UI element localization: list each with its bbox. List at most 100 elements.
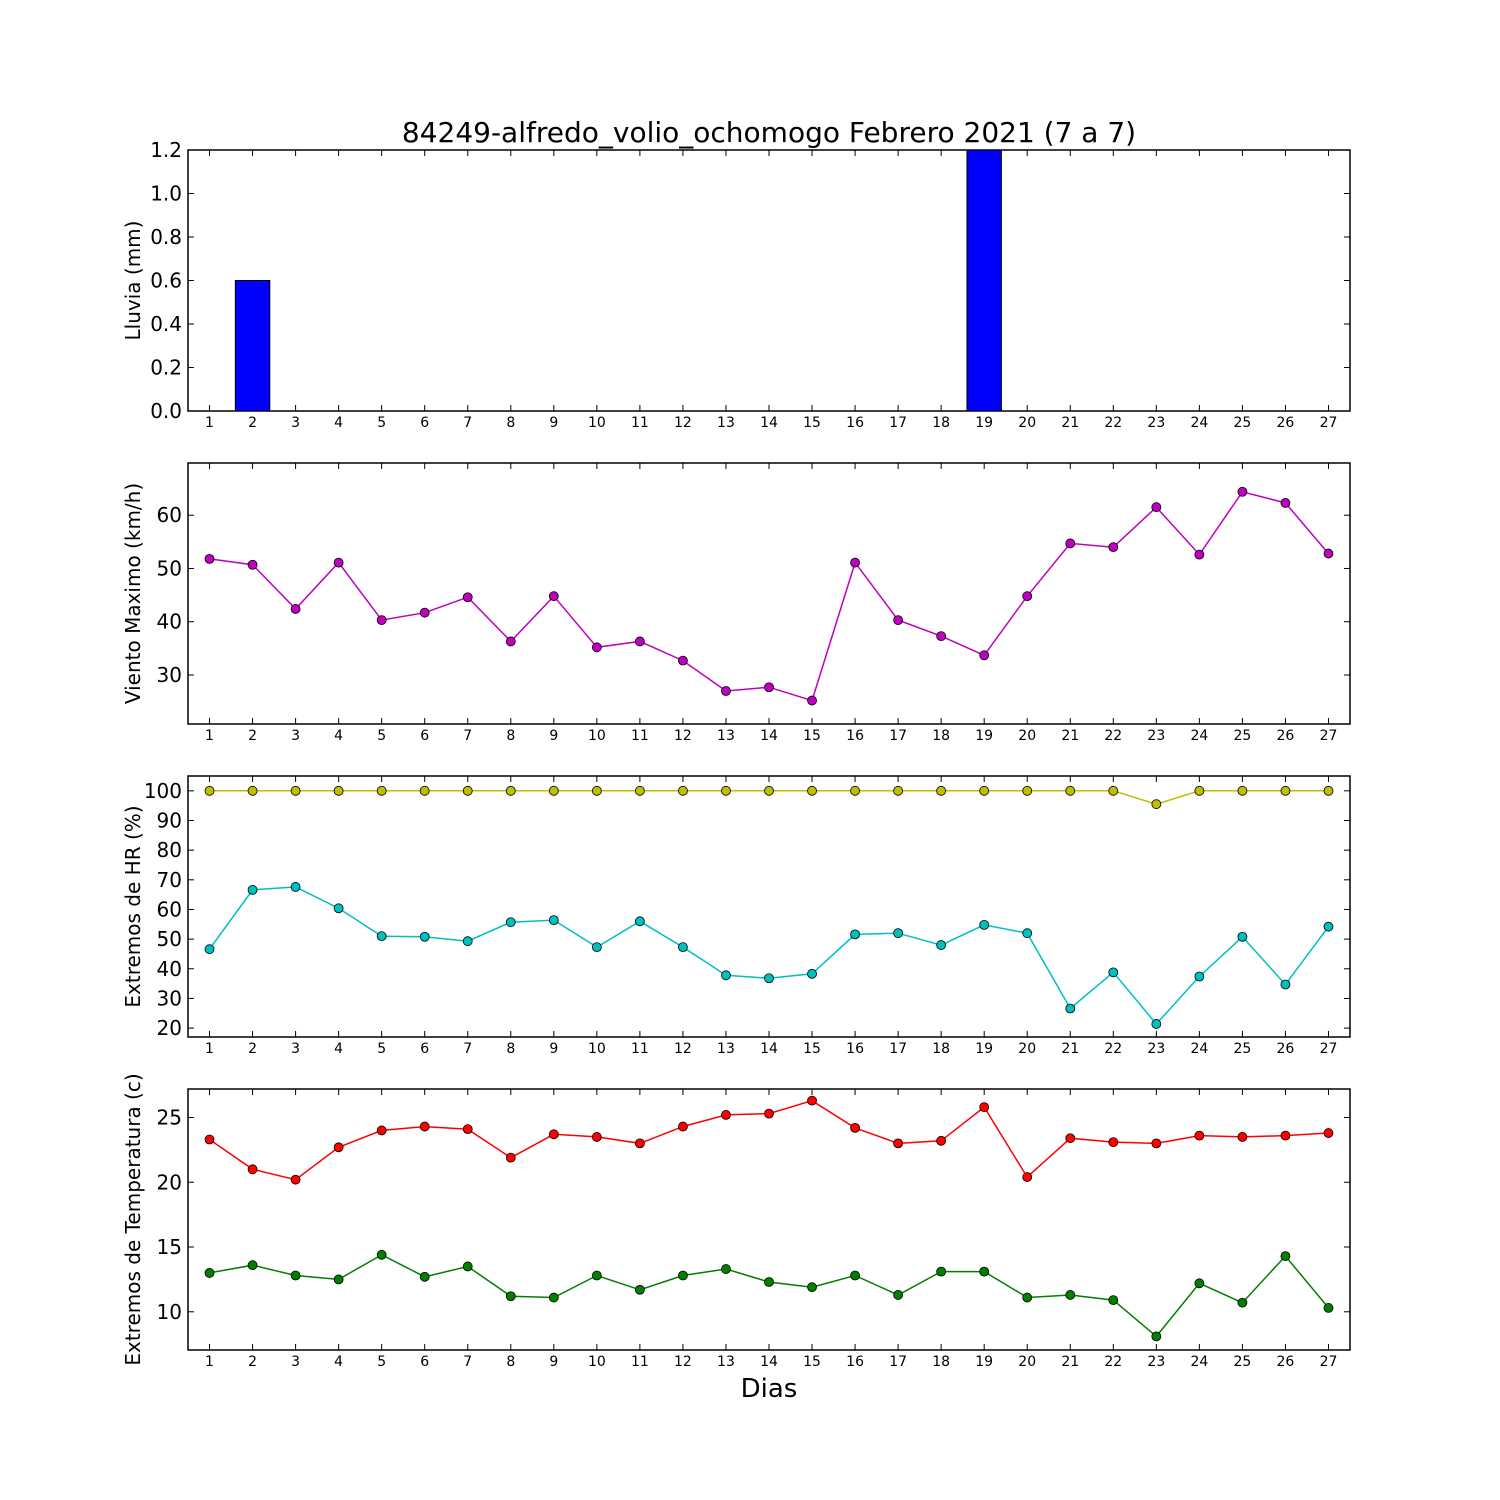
x-tick-label: 21 — [1061, 728, 1079, 744]
x-tick-label: 1 — [205, 1354, 214, 1370]
chart-panels: 0.00.20.40.60.81.01.21 2 3 4 5 6 7 8 9 10 11 12 13 14… — [121, 138, 1351, 1370]
data-point — [505, 785, 516, 796]
x-tick-label: 25 — [1233, 1041, 1251, 1057]
x-tick-label: 6 — [420, 728, 429, 744]
data-point — [634, 916, 645, 927]
y-tick-label: 30 — [157, 663, 182, 687]
data-point — [1022, 928, 1033, 939]
x-tick-label: 27 — [1320, 415, 1338, 431]
x-tick-label: 17 — [889, 415, 907, 431]
series-group — [204, 486, 1334, 706]
data-point — [850, 1270, 860, 1281]
data-point — [1151, 1138, 1162, 1149]
series-group — [204, 1095, 1334, 1342]
data-point — [462, 936, 473, 947]
data-point — [1237, 1132, 1248, 1142]
y-tick-label: 50 — [157, 927, 182, 951]
data-point — [721, 1264, 731, 1274]
x-tick-label: 4 — [334, 1354, 343, 1370]
data-point — [333, 557, 344, 568]
data-point — [979, 650, 990, 661]
data-point — [1108, 967, 1119, 978]
data-point — [1108, 785, 1119, 796]
x-tick-label: 19 — [975, 415, 993, 431]
x-tick-label: 11 — [631, 1354, 649, 1370]
data-point — [204, 1268, 215, 1278]
x-tick-label: 16 — [846, 415, 864, 431]
x-tick-label: 11 — [631, 415, 649, 431]
data-point — [764, 682, 774, 693]
data-point — [893, 928, 904, 939]
data-point — [1065, 785, 1076, 796]
data-point — [1280, 979, 1291, 990]
data-point — [678, 942, 688, 953]
data-point — [204, 1134, 215, 1145]
x-tick-label: 8 — [506, 1041, 515, 1057]
y-tick-label: 0.0 — [150, 399, 182, 423]
y-tick-label: 0.6 — [150, 269, 182, 293]
data-point — [721, 970, 731, 981]
x-tick-label: 4 — [334, 1041, 343, 1057]
x-tick-label: 18 — [932, 728, 950, 744]
x-tick-label: 2 — [248, 1354, 257, 1370]
y-tick-label: 0.4 — [150, 312, 182, 336]
data-point — [1194, 1130, 1205, 1141]
data-point — [591, 642, 602, 653]
data-point — [505, 917, 516, 928]
x-tick-label: 12 — [674, 415, 692, 431]
data-point — [1151, 799, 1162, 810]
data-point — [807, 1095, 817, 1106]
x-tick-label: 23 — [1147, 415, 1165, 431]
x-tick-label: 10 — [588, 1354, 606, 1370]
data-point — [893, 1138, 904, 1149]
data-point — [1280, 498, 1291, 508]
data-point — [591, 1132, 602, 1142]
x-tick-label: 25 — [1233, 415, 1251, 431]
data-point — [1323, 1303, 1334, 1313]
data-point — [462, 1124, 473, 1135]
data-point — [764, 1277, 774, 1287]
data-point — [1237, 1297, 1248, 1308]
x-tick-label: 3 — [291, 1354, 300, 1370]
x-tick-label: 20 — [1018, 1354, 1036, 1370]
data-point — [678, 1270, 688, 1281]
x-tick-label: 18 — [932, 1041, 950, 1057]
data-point — [850, 557, 860, 568]
data-point — [333, 785, 344, 796]
x-tick-label: 15 — [803, 1041, 821, 1057]
data-point — [333, 1142, 344, 1153]
data-point — [764, 973, 774, 984]
data-point — [1323, 1128, 1334, 1138]
data-point — [764, 1108, 774, 1119]
data-point — [419, 931, 430, 942]
x-tick-label: 1 — [205, 1041, 214, 1057]
data-point — [936, 940, 947, 950]
data-point — [1194, 1278, 1205, 1289]
data-point — [505, 636, 516, 647]
data-point — [376, 1249, 387, 1260]
data-point — [1194, 971, 1205, 982]
data-point — [290, 604, 301, 614]
x-tick-label: 24 — [1190, 728, 1208, 744]
y-tick-label: 60 — [157, 503, 182, 527]
data-point — [850, 785, 860, 796]
data-point — [548, 785, 559, 796]
x-tick-label: 8 — [506, 415, 515, 431]
data-point — [419, 607, 430, 618]
data-point — [462, 592, 473, 603]
x-tick-label: 2 — [248, 1041, 257, 1057]
x-tick-label: 17 — [889, 1354, 907, 1370]
x-tick-label: 18 — [932, 415, 950, 431]
y-tick-label: 40 — [157, 610, 182, 634]
data-point — [1151, 502, 1162, 513]
x-tick-label: 22 — [1104, 728, 1122, 744]
x-tick-label: 9 — [549, 415, 558, 431]
data-point — [419, 1271, 430, 1282]
y-tick-label: 25 — [157, 1105, 182, 1129]
x-tick-label: 7 — [463, 728, 472, 744]
x-tick-label: 6 — [420, 1041, 429, 1057]
data-point — [1237, 931, 1248, 942]
data-point — [1323, 921, 1334, 932]
x-tick-label: 9 — [549, 1041, 558, 1057]
